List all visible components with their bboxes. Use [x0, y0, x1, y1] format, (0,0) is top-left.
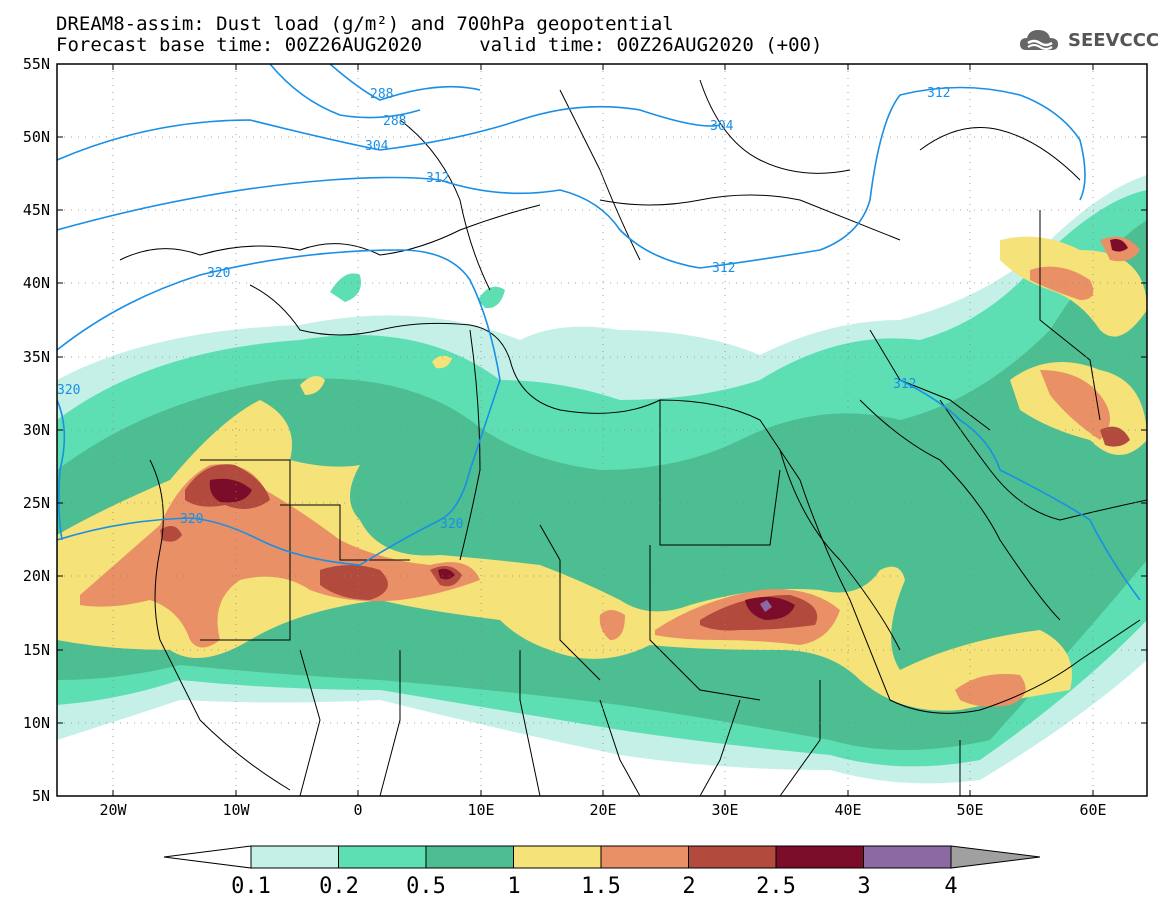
lon-labels: 20W 10W 0 10E 20E 30E 40E 50E 60E [99, 801, 1106, 819]
colorbar-label: 2.5 [756, 874, 796, 899]
dust-level-3 [760, 600, 772, 612]
lon-label: 60E [1079, 801, 1106, 819]
contour-label: 312 [927, 86, 950, 101]
colorbar-swatch [600, 845, 689, 869]
colorbar-swatch [688, 845, 777, 869]
lat-label: 55N [23, 55, 50, 73]
lon-label: 0 [353, 801, 362, 819]
colorbar-swatch [425, 845, 514, 869]
title-line-2: Forecast base time: 00Z26AUG2020 valid t… [56, 34, 823, 56]
geopotential-contours [57, 64, 1141, 601]
seevccc-logo: SEEVCCC [1018, 26, 1160, 56]
colorbar [163, 845, 1041, 869]
contour-label: 304 [365, 139, 389, 154]
contour-label: 320 [57, 383, 80, 398]
colorbar-swatch [775, 845, 864, 869]
lon-label: 10W [222, 801, 250, 819]
lat-label: 20N [23, 567, 50, 585]
colorbar-label: 4 [944, 874, 957, 899]
lat-label: 30N [23, 421, 50, 439]
contour-label: 320 [440, 517, 463, 532]
lat-label: 45N [23, 201, 50, 219]
contour-label: 304 [710, 119, 734, 134]
colorbar-label: 1.5 [581, 874, 621, 899]
contour-label: 288 [383, 114, 406, 129]
map-area: 288 288 304 304 312 312 312 312 320 320 … [57, 64, 1147, 796]
colorbar-labels: 0.1 0.2 0.5 1 1.5 2 2.5 3 4 [231, 874, 958, 899]
lat-label: 50N [23, 128, 50, 146]
contour-label: 288 [370, 87, 393, 102]
axis-ticks [57, 63, 1147, 797]
lon-label: 40E [834, 801, 861, 819]
lat-label: 5N [32, 787, 50, 805]
lat-label: 25N [23, 494, 50, 512]
colorbar-label: 3 [857, 874, 870, 899]
country-borders [119, 79, 1147, 796]
colorbar-upper-arrow [950, 845, 1041, 869]
contour-labels: 288 288 304 304 312 312 312 312 320 320 … [57, 86, 950, 532]
title-line-1: DREAM8-assim: Dust load (g/m²) and 700hP… [56, 13, 674, 35]
lon-label: 20W [99, 801, 127, 819]
contour-label: 312 [426, 171, 449, 186]
colorbar-label: 0.5 [406, 874, 446, 899]
cloud-icon [1020, 30, 1058, 50]
colorbar-label: 2 [682, 874, 695, 899]
lon-label: 10E [467, 801, 494, 819]
lat-label: 15N [23, 641, 50, 659]
colorbar-label: 0.2 [319, 874, 359, 899]
lat-label: 40N [23, 274, 50, 292]
lon-label: 50E [956, 801, 983, 819]
logo-text: SEEVCCC [1068, 30, 1160, 51]
contour-label: 312 [893, 377, 916, 392]
colorbar-swatch [863, 845, 952, 869]
dust-level-2.5 [209, 239, 1128, 620]
colorbar-lower-arrow [163, 845, 252, 869]
colorbar-label: 0.1 [231, 874, 271, 899]
lat-labels: 55N 50N 45N 40N 35N 30N 25N 20N 15N 10N … [23, 55, 50, 805]
lat-label: 35N [23, 348, 50, 366]
contour-label: 320 [180, 512, 203, 527]
contour-label: 312 [712, 261, 735, 276]
lon-label: 30E [711, 801, 738, 819]
colorbar-swatch [338, 845, 427, 869]
contour-label: 320 [207, 266, 230, 281]
colorbar-swatch [250, 845, 339, 869]
colorbar-swatch [513, 845, 602, 869]
lon-label: 20E [589, 801, 616, 819]
colorbar-label: 1 [507, 874, 520, 899]
lat-label: 10N [23, 714, 50, 732]
